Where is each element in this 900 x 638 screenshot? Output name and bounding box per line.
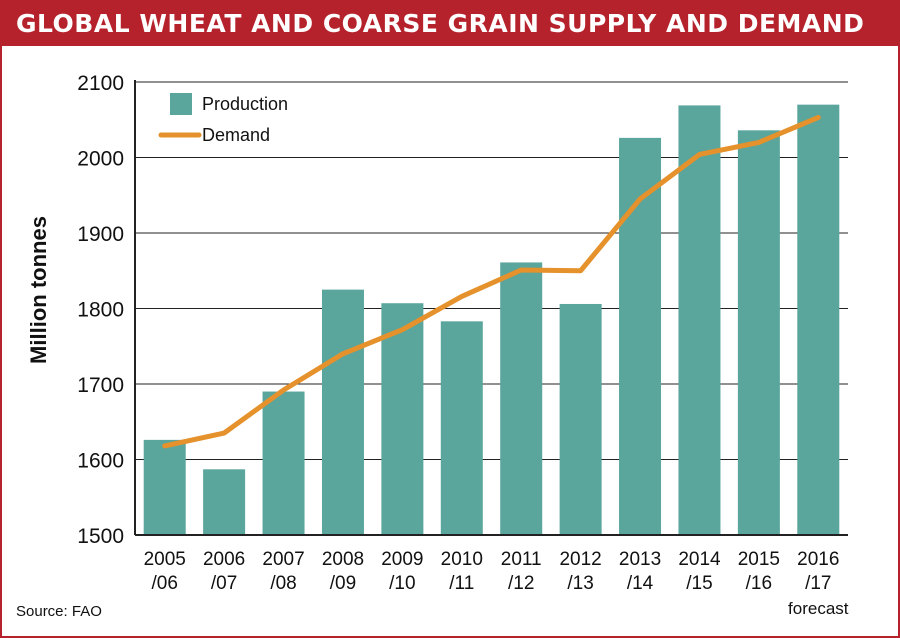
bar-production-8 [619,137,662,535]
bar-production-3 [321,289,364,535]
x-tick-label-year-7: 2012 [559,549,601,570]
x-tick-label-year-3: 2008 [322,549,364,570]
x-tick-label-year-6: 2011 [501,549,542,570]
bar-production-9 [678,105,721,535]
y-axis-title: Million tonnes [26,216,51,364]
bar-production-11 [797,104,840,536]
x-tick-label-split-9: /15 [686,573,712,594]
x-tick-label-year-0: 2005 [144,549,186,570]
x-tick-label-split-3: /09 [330,573,356,594]
x-tick-note-forecast: forecast [788,599,849,618]
x-tick-label-split-8: /14 [627,573,654,594]
y-tick-label-2100: 2100 [77,72,124,95]
x-tick-label-split-6: /12 [508,573,534,594]
x-tick-label-split-10: /16 [746,573,772,594]
x-tick-label-split-7: /13 [567,573,593,594]
y-tick-label-1800: 1800 [77,299,124,322]
bar-production-0 [143,439,186,535]
x-tick-label-year-10: 2015 [738,549,780,570]
bar-production-10 [737,130,780,535]
x-tick-label-year-8: 2013 [619,549,661,570]
x-tick-label-year-9: 2014 [678,549,721,570]
y-tick-label-1500: 1500 [77,525,124,548]
x-tick-label-split-0: /06 [151,573,177,594]
bar-production-2 [262,391,305,535]
x-tick-label-split-4: /10 [389,573,415,594]
legend-label-production: Production [202,94,288,114]
bar-production-6 [500,262,543,535]
y-tick-label-2000: 2000 [77,148,124,171]
x-tick-label-split-11: /17 [805,573,831,594]
legend-label-demand: Demand [202,125,270,145]
y-tick-label-1900: 1900 [77,223,124,246]
bar-production-4 [381,303,424,535]
x-tick-label-year-4: 2009 [381,549,423,570]
bar-production-1 [203,469,246,535]
chart-title: GLOBAL WHEAT AND COARSE GRAIN SUPPLY AND… [16,9,865,38]
x-tick-label-year-2: 2007 [262,549,304,570]
y-tick-label-1600: 1600 [77,450,124,473]
x-tick-label-year-5: 2010 [441,549,483,570]
bar-production-7 [559,303,602,535]
legend-swatch-production [170,93,192,115]
x-tick-label-split-1: /07 [211,573,237,594]
x-tick-label-year-11: 2016 [797,549,839,570]
bar-production-5 [440,321,483,535]
source-note: Source: FAO [16,603,102,620]
y-tick-label-1700: 1700 [77,374,124,397]
x-tick-label-split-5: /11 [449,573,474,594]
x-tick-label-year-1: 2006 [203,549,245,570]
demand-line [162,114,821,449]
x-tick-label-split-2: /08 [270,573,296,594]
title-bar: GLOBAL WHEAT AND COARSE GRAIN SUPPLY AND… [2,2,898,46]
